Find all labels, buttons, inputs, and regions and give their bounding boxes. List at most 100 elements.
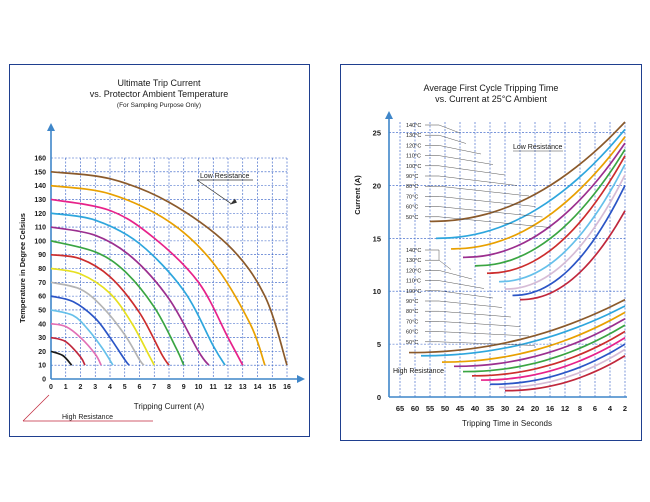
low-temp-label: 110°C <box>406 154 421 160</box>
right-chart-panel: Average First Cycle Tripping Time vs. Cur… <box>340 64 642 441</box>
curve-6 <box>50 240 185 366</box>
low-resistance-arrowhead <box>229 198 237 205</box>
high-curve-4 <box>453 317 626 368</box>
chart-title: Ultimate Trip Current <box>117 78 201 88</box>
low-curve-2 <box>435 128 626 240</box>
y-tick-label: 90 <box>38 252 46 259</box>
low-curve-7 <box>498 163 626 283</box>
high-curve-3 <box>441 311 626 363</box>
y-tick-label: 25 <box>373 129 381 138</box>
x-tick-label: 50 <box>441 404 449 413</box>
curve-9 <box>50 281 145 366</box>
high-curve-5 <box>462 324 626 373</box>
curve-10 <box>50 295 130 366</box>
y-tick-label: 140 <box>34 183 46 190</box>
high-temp-label: 80°C <box>406 309 418 315</box>
y-tick-label: 15 <box>373 234 381 243</box>
low-temp-label: 90°C <box>406 174 418 180</box>
low-curve-6 <box>486 155 626 275</box>
x-tick-label: 35 <box>486 404 494 413</box>
high-curve-1 <box>408 298 626 354</box>
low-temp-label: 120°C <box>406 143 421 149</box>
high-resistance-label: High Resistance <box>62 414 113 421</box>
low-leader-line <box>438 124 461 134</box>
x-tick-label: 1 <box>64 384 68 391</box>
high-leader-line <box>438 310 512 318</box>
high-curve-2 <box>420 305 626 357</box>
x-tick-label: 4 <box>108 384 112 391</box>
low-temp-label: 60°C <box>406 205 418 211</box>
x-tick-label: 9 <box>182 384 186 391</box>
x-tick-label: 12 <box>224 384 232 391</box>
low-curve-8 <box>504 174 626 290</box>
x-tick-label: 13 <box>239 384 247 391</box>
high-leader-line <box>438 290 494 299</box>
low-leader-line <box>438 206 543 218</box>
low-leader-line <box>438 196 536 207</box>
high-temp-label: 110°C <box>406 279 421 285</box>
high-curve-8 <box>489 343 626 386</box>
y-tick-label: 5 <box>377 340 381 349</box>
x-tick-label: 0 <box>49 384 53 391</box>
x-tick-label: 40 <box>471 404 479 413</box>
high-temp-label: 100°C <box>406 289 421 295</box>
low-leader-line <box>438 185 530 197</box>
chart-note: (For Sampling Purpose Only) <box>117 102 201 109</box>
low-resistance-label: Low Resistance <box>513 144 563 151</box>
x-tick-label: 3 <box>93 384 97 391</box>
x-tick-label: 6 <box>138 384 142 391</box>
curve-3 <box>50 198 244 366</box>
x-tick-label: 2 <box>623 404 627 413</box>
curve-2 <box>50 184 266 366</box>
x-axis-label: Tripping Current (A) <box>134 402 205 411</box>
curve-14 <box>50 350 73 366</box>
low-curve-4 <box>462 142 626 259</box>
x-tick-label: 14 <box>254 384 262 391</box>
y-tick-label: 80 <box>38 266 46 273</box>
low-leader-line <box>438 175 518 186</box>
x-tick-label: 8 <box>578 404 582 413</box>
high-temp-label: 70°C <box>406 319 418 325</box>
y-tick-label: 130 <box>34 197 46 204</box>
high-resistance-label: High Resistance <box>393 368 444 375</box>
high-curve-7 <box>480 337 626 381</box>
y-axis-arrow <box>47 123 55 131</box>
x-axis-arrow <box>297 375 305 383</box>
chart-subtitle: vs. Protector Ambient Temperature <box>90 89 228 99</box>
x-tick-label: 12 <box>561 404 569 413</box>
y-axis-label: Temperature in Degree Celsius <box>18 213 27 323</box>
x-tick-label: 65 <box>396 404 404 413</box>
curve-12 <box>50 322 102 366</box>
x-tick-label: 30 <box>501 404 509 413</box>
low-temp-label: 130°C <box>406 133 421 139</box>
curve-5 <box>50 226 210 366</box>
x-tick-label: 16 <box>546 404 554 413</box>
x-tick-label: 4 <box>608 404 613 413</box>
curve-7 <box>50 253 170 366</box>
high-temp-label: 140°C <box>406 248 421 254</box>
y-tick-label: 20 <box>38 349 46 356</box>
high-leader-line <box>438 341 536 346</box>
high-curve-9 <box>498 348 626 389</box>
high-temp-label: 60°C <box>406 330 418 336</box>
high-curve-6 <box>471 330 626 377</box>
high-temp-label: 130°C <box>406 258 421 264</box>
x-tick-label: 60 <box>411 404 419 413</box>
curve-13 <box>50 336 86 366</box>
y-tick-label: 20 <box>373 181 381 190</box>
high-leader-line <box>438 331 530 337</box>
low-leader-line <box>438 165 506 176</box>
x-tick-label: 10 <box>195 384 203 391</box>
y-tick-label: 120 <box>34 211 46 218</box>
y-tick-label: 0 <box>42 377 46 384</box>
x-tick-label: 45 <box>456 404 464 413</box>
y-tick-label: 40 <box>38 321 46 328</box>
high-curve-10 <box>504 355 626 392</box>
left-chart-panel: Ultimate Trip Current vs. Protector Ambie… <box>9 64 310 437</box>
low-leader-line <box>438 134 467 144</box>
high-leader-line <box>438 270 473 280</box>
chart-title: Average First Cycle Tripping Time <box>424 83 559 93</box>
y-axis-label: Current (A) <box>353 175 362 215</box>
y-tick-label: 100 <box>34 238 46 245</box>
